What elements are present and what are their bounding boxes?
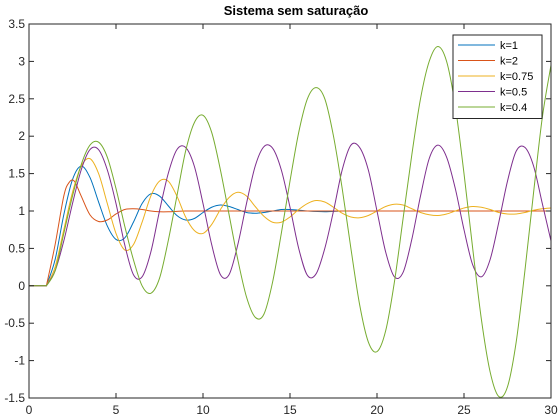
y-tick-label: 0 — [18, 279, 25, 293]
x-tick-label: 5 — [113, 403, 120, 417]
legend-label: k=0.75 — [500, 71, 533, 83]
x-tick-label: 0 — [26, 403, 33, 417]
series-line-k-0-5 — [29, 142, 551, 287]
x-tick-label: 10 — [196, 403, 210, 417]
series-layer — [29, 45, 551, 398]
y-tick-label: 2.5 — [8, 92, 25, 106]
y-tick-label: 3 — [18, 54, 25, 68]
legend-label: k=0.5 — [500, 87, 527, 99]
legend-label: k=1 — [500, 40, 518, 52]
legend-label: k=0.4 — [500, 102, 527, 114]
ticks-layer: 0 5 10 15 20 25 30 -1.5 -1 -0.5 0 0.5 1 1.5 2 2.5 3 3.5 — [4, 17, 558, 417]
legend-box — [452, 34, 543, 119]
x-tick-label: 25 — [457, 403, 471, 417]
x-tick-label: 20 — [370, 403, 384, 417]
y-tick-label: 2 — [18, 129, 25, 143]
y-tick-label: -1.5 — [4, 391, 25, 405]
y-tick-label: -1 — [14, 354, 25, 368]
y-tick-label: 1 — [18, 204, 25, 218]
series-line-k-0-4 — [29, 45, 551, 398]
x-tick-label: 30 — [544, 403, 558, 417]
y-tick-label: 0.5 — [8, 241, 25, 255]
x-tick-label: 15 — [283, 403, 297, 417]
y-tick-label: -0.5 — [4, 316, 25, 330]
y-tick-label: 3.5 — [8, 17, 25, 31]
chart-title: Sistema sem saturação — [224, 3, 369, 18]
series-line-k-2 — [29, 179, 551, 287]
legend-label: k=2 — [500, 56, 518, 68]
legend: k=1 k=2 k=0.75 k=0.5 k=0.4 — [452, 34, 543, 119]
series-line-k-0-75 — [29, 157, 551, 287]
y-tick-label: 1.5 — [8, 167, 25, 181]
